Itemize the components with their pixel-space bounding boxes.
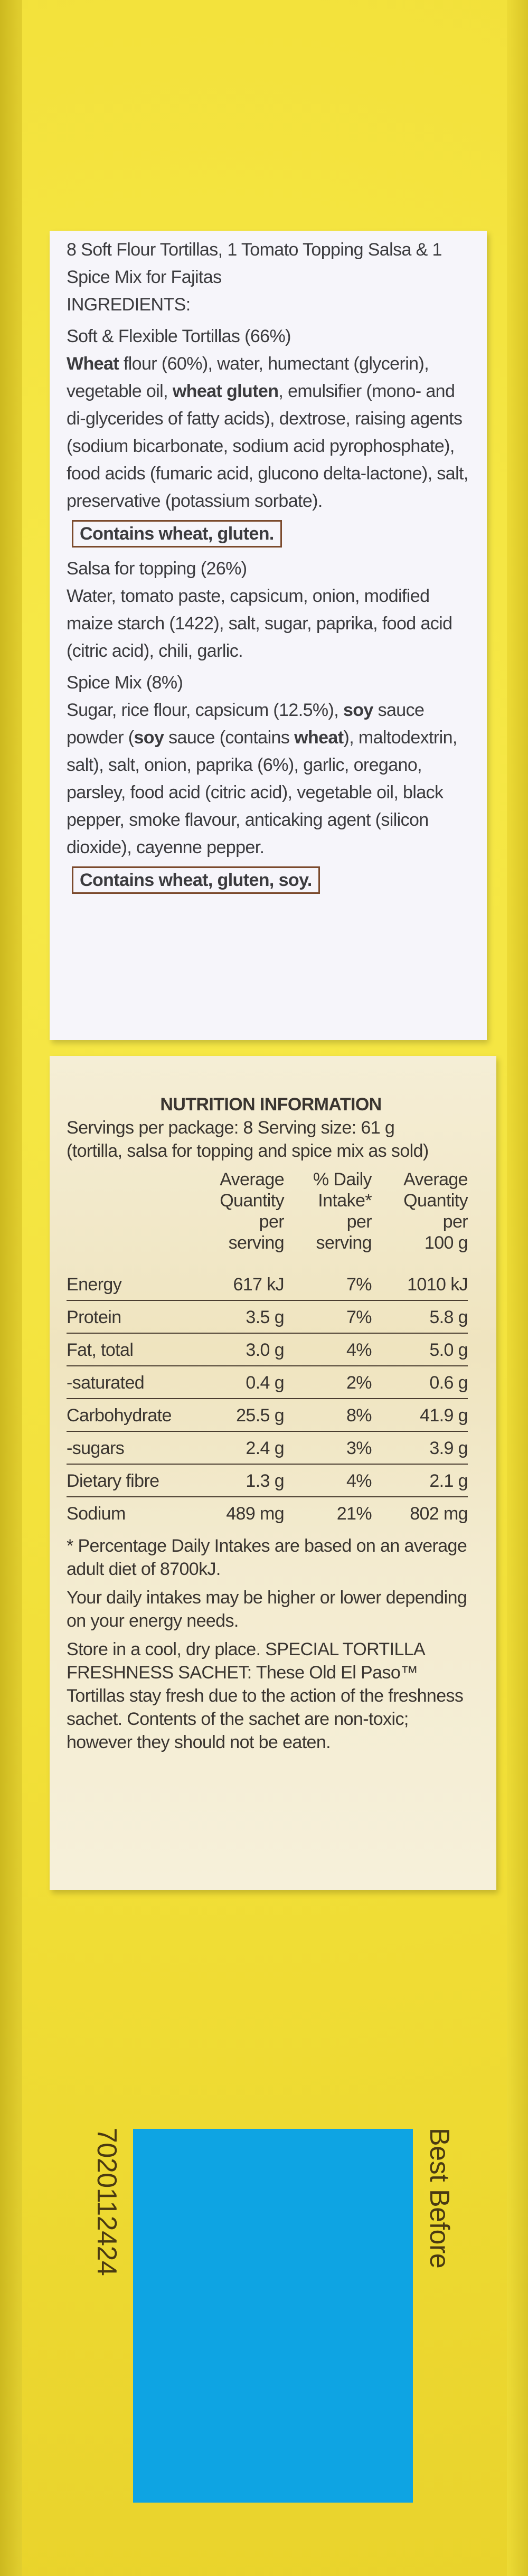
header-row: Average Quantity per serving% Daily Intake* p… — [67, 1169, 468, 1268]
column-header-line: Average — [403, 1169, 468, 1190]
column-header: % Daily Intake* per serving — [284, 1169, 372, 1268]
nutrition-table: Average Quantity per serving% Daily Intake* p… — [67, 1169, 468, 1529]
nutrient-name: -saturated — [67, 1366, 188, 1399]
nutrient-value: 5.0 g — [371, 1333, 468, 1366]
nutrient-value: 2.1 g — [371, 1464, 468, 1497]
allergen-box: Contains wheat, gluten, soy. — [72, 866, 320, 894]
section-name: Spice Mix (8%) — [67, 673, 183, 693]
ingredient-run: wheat gluten — [172, 381, 279, 401]
nutrient-name: Sodium — [67, 1504, 126, 1524]
ingredient-run: wheat — [294, 728, 344, 748]
column-header-line: % Daily — [313, 1169, 372, 1190]
footnote: * Percentage Daily Intakes are based on … — [67, 1536, 467, 1579]
ingredient-run: Wheat — [67, 354, 119, 374]
column-header-line: per — [346, 1212, 372, 1232]
ingredient-run: Sugar, rice flour, capsicum (12.5%), — [67, 700, 343, 720]
nutrient-row: Energy 617 kJ 7% 1010 kJ — [67, 1268, 468, 1301]
column-header-line: Quantity — [220, 1191, 285, 1211]
nutrient-value: 3.0 g — [188, 1333, 285, 1366]
column-header-line: 100 g — [424, 1233, 468, 1253]
nutrient-name: Dietary fibre — [67, 1464, 188, 1497]
box-edge — [0, 0, 22, 2576]
nutrient-row: Dietary fibre 1.3 g 4% 2.1 g — [67, 1464, 468, 1497]
best-before-box — [133, 2129, 413, 2503]
nutrition-panel: NUTRITION INFORMATION Servings per packa… — [50, 1056, 496, 1890]
column-header: Average Quantity per serving — [188, 1169, 284, 1268]
nutrient-row: Sodium 489 mg 21% 802 mg — [67, 1497, 468, 1529]
nutrient-value: 1010 kJ — [371, 1268, 468, 1301]
allergen-box: Contains wheat, gluten. — [72, 520, 282, 548]
ingredient-sections: Soft & Flexible Tortillas (66%) Wheat flo… — [67, 323, 472, 897]
column-header-line: serving — [316, 1233, 372, 1253]
column-header-line: serving — [228, 1233, 285, 1253]
nutrient-name: Energy — [67, 1268, 188, 1301]
ingredient-run: Water, tomato paste, capsicum, onion, mo… — [67, 586, 452, 661]
serving-note: (tortilla, salsa for topping and spice m… — [67, 1141, 429, 1161]
nutrient-value: 0.6 g — [371, 1366, 468, 1399]
ingredient-run: ), maltodextrin, salt), salt, onion, pap… — [67, 728, 457, 857]
column-header-line: Average — [220, 1169, 285, 1190]
column-header-line: per — [259, 1212, 285, 1232]
nutrient-value: 3% — [284, 1431, 372, 1465]
nutrient-row: -saturated 0.4 g 2% 0.6 g — [67, 1366, 468, 1399]
ingredient-run: soy — [343, 700, 373, 720]
nutrient-value: 1.3 g — [188, 1464, 285, 1497]
column-header-line: Intake* — [318, 1191, 372, 1211]
ingredient-run: sauce (contains — [164, 728, 295, 748]
nutrient-value: 3.5 g — [188, 1300, 285, 1334]
nutrient-value: 0.4 g — [188, 1366, 285, 1399]
ingredient-run: , emulsifier (mono- and di-glycerides of… — [67, 381, 468, 511]
nutrient-value: 25.5 g — [188, 1399, 285, 1432]
column-header-line: Quantity — [403, 1191, 468, 1211]
ingredient-run: soy — [134, 728, 164, 748]
ingredients-heading: INGREDIENTS: — [67, 295, 191, 315]
column-header-line: per — [442, 1212, 468, 1232]
nutrient-row: Protein 3.5 g 7% 5.8 g — [67, 1300, 468, 1334]
section-name: Salsa for topping (26%) — [67, 559, 247, 579]
nutrient-row: Carbohydrate 25.5 g 8% 41.9 g — [67, 1399, 468, 1432]
nutrient-value: 7% — [284, 1268, 372, 1301]
nutrient-row: Fat, total 3.0 g 4% 5.0 g — [67, 1333, 468, 1366]
nutrient-value: 4% — [284, 1464, 372, 1497]
best-before: Best Before — [424, 2128, 455, 2269]
nutrient-row: -sugars 2.4 g 3% 3.9 g — [67, 1431, 468, 1465]
nutrient-value: 7% — [284, 1300, 372, 1334]
nutrient-value: 4% — [284, 1333, 372, 1366]
nutrient-value: 2.4 g — [188, 1431, 285, 1465]
ingredient-run: flour (60%), water, humectant (glycerin)… — [67, 354, 429, 401]
ingredient-text: Water, tomato paste, capsicum, onion, mo… — [67, 582, 472, 665]
column-header: Average Quantity per 100 g — [372, 1169, 468, 1268]
box-edge — [507, 0, 528, 2576]
nutrient-value: 8% — [284, 1399, 372, 1432]
footnotes: * Percentage Daily Intakes are based on … — [67, 1534, 475, 1754]
nutrient-value: 5.8 g — [371, 1300, 468, 1334]
nutrient-name: Carbohydrate — [67, 1399, 188, 1432]
nutrition-title: NUTRITION INFORMATION — [160, 1094, 382, 1115]
nutrient-value: 802 mg — [410, 1504, 468, 1524]
nutrient-value: 617 kJ — [188, 1268, 285, 1301]
footnote: Your daily intakes may be higher or lowe… — [67, 1588, 467, 1631]
ingredient-run: sauce powder ( — [67, 700, 425, 748]
nutrient-value: 2% — [284, 1366, 372, 1399]
nutrient-value: 21% — [336, 1504, 372, 1524]
product-title: 8 Soft Flour Tortillas, 1 Tomato Topping… — [67, 240, 442, 287]
servings: Servings per package: 8 Serving size: 61… — [67, 1118, 395, 1138]
batch-code: 7020112424 — [91, 2128, 122, 2276]
section-name: Soft & Flexible Tortillas (66%) — [67, 326, 291, 346]
ingredient-text: Sugar, rice flour, capsicum (12.5%), soy… — [67, 696, 472, 861]
footnote: Store in a cool, dry place. SPECIAL TORT… — [67, 1639, 464, 1752]
nutrient-value: 41.9 g — [371, 1399, 468, 1432]
nutrient-value: 489 mg — [226, 1504, 285, 1524]
ingredients-panel: 8 Soft Flour Tortillas, 1 Tomato Topping… — [50, 231, 487, 1040]
nutrient-name: Protein — [67, 1300, 188, 1334]
nutrient-name: Fat, total — [67, 1333, 188, 1366]
ingredient-text: Wheat flour (60%), water, humectant (gly… — [67, 350, 472, 515]
nutrient-name: -sugars — [67, 1431, 188, 1465]
nutrient-value: 3.9 g — [371, 1431, 468, 1465]
